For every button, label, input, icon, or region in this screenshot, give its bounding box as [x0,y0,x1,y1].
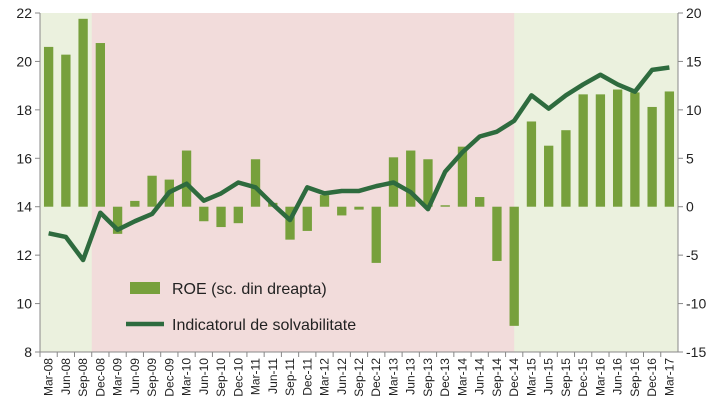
bar [509,206,519,326]
y-tick-label: 12 [16,247,32,263]
bar [147,175,157,207]
bar [647,106,657,207]
bar [457,146,468,207]
x-tick-label: Dec-12 [369,358,383,397]
bar [285,206,295,240]
y-tick-label: 14 [16,199,32,215]
bar [371,206,381,263]
x-tick-label: Sep-13 [421,358,435,397]
bar [475,197,485,207]
bar [526,121,537,207]
x-tick-label: Jun-14 [473,358,487,395]
x-tick-label: Mar-17 [662,358,676,396]
y2-tick-label: 10 [686,102,702,118]
x-tick-label: Jun-08 [59,358,73,395]
x-tick-label: Dec-11 [300,358,314,396]
x-tick-label: Sep-11 [283,358,297,396]
legend-label: Indicatorul de solvabilitate [172,317,356,334]
y-tick-label: 8 [24,344,32,360]
y2-tick-label: 0 [686,199,694,215]
bar [78,18,88,207]
x-tick-label: Sep-16 [628,358,642,397]
bar [354,206,364,210]
x-tick-label: Sep-08 [76,358,90,397]
x-tick-label: Jun-13 [404,358,418,395]
x-tick-label: Sep-12 [352,358,366,397]
x-tick-label: Sep-10 [214,358,228,397]
line [48,65,670,263]
bar [216,206,226,228]
bar [561,130,571,207]
y2-tick-label: -5 [686,247,699,263]
bar [440,205,450,207]
x-tick-label: Dec-10 [231,358,245,397]
x-tick-label: Dec-13 [438,358,452,397]
bar [130,200,140,207]
bar [595,94,606,207]
x-tick-label: Jun-15 [542,358,556,395]
x-tick-label: Jun-10 [197,358,211,395]
bar [199,206,209,222]
x-tick-label: Dec-08 [93,358,107,397]
x-tick-label: Mar-14 [455,358,469,396]
x-tick-label: Mar-09 [111,358,125,396]
x-tick-label: Sep-09 [145,358,159,397]
x-tick-label: Dec-16 [645,358,659,397]
bar [302,206,312,231]
y2-tick-label: 15 [686,53,702,69]
y-tick-label: 10 [16,296,32,312]
bar [43,46,54,207]
bar [544,145,554,207]
bar [233,206,243,224]
legend-swatch [130,282,160,294]
y2-tick-label: -10 [686,296,706,312]
x-tick-label: Jun-12 [335,358,349,395]
bar [664,91,675,207]
bar [61,54,71,207]
bar [250,159,261,207]
bar [319,195,330,207]
y-tick-label: 22 [16,5,32,21]
x-tick-label: Mar-13 [386,358,400,396]
y-tick-label: 18 [16,102,32,118]
bar [112,206,123,234]
x-tick-label: Mar-15 [524,358,538,396]
y-tick-label: 20 [16,53,32,69]
x-tick-label: Sep-15 [559,358,573,397]
x-tick-label: Jun-16 [611,358,625,395]
bar [181,150,192,207]
bar [337,206,347,216]
x-tick-label: Dec-09 [162,358,176,397]
x-tick-label: Sep-14 [490,358,504,397]
x-tick-label: Mar-16 [593,358,607,396]
x-tick-label: Mar-11 [249,358,263,395]
x-tick-label: Mar-12 [318,358,332,396]
y-tick-label: 16 [16,150,32,166]
x-tick-label: Dec-15 [576,358,590,397]
y2-tick-label: -15 [686,344,706,360]
x-tick-label: Jun-09 [128,358,142,395]
bar [423,159,433,207]
bar [578,94,588,207]
x-tick-label: Mar-08 [42,358,56,396]
bar [492,206,502,261]
bar [612,89,623,207]
legend-label: ROE (sc. din dreapta) [172,281,327,298]
shaded-region [91,13,515,352]
bar [95,43,106,207]
y2-tick-label: 5 [686,150,694,166]
x-tick-label: Dec-14 [507,358,521,397]
y2-tick-label: 20 [686,5,702,21]
x-tick-label: Jun-11 [266,358,280,394]
x-tick-label: Mar-10 [180,358,194,396]
bar [630,92,640,207]
bar [406,150,416,207]
